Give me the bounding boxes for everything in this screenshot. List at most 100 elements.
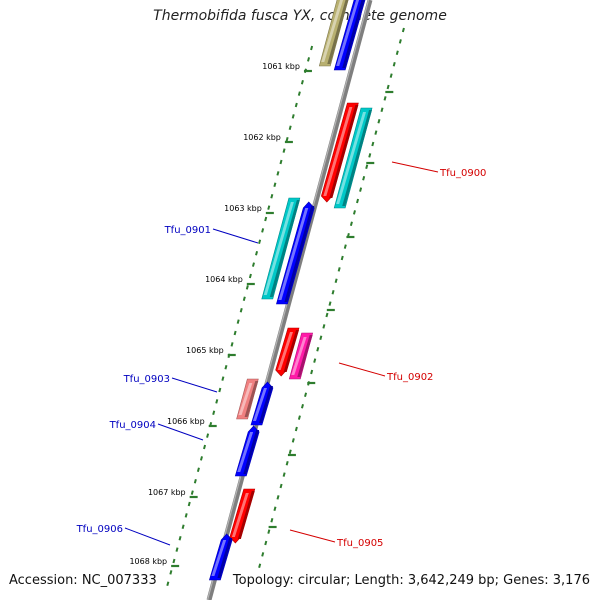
- minor-tick-left: [212, 410, 216, 416]
- minor-tick-right: [380, 107, 384, 113]
- gene-tfu-0904[interactable]: [234, 425, 260, 477]
- minor-tick-right: [276, 495, 280, 500]
- gene-tfu-0903[interactable]: [236, 378, 259, 420]
- minor-tick-left: [282, 148, 286, 153]
- minor-tick-right: [288, 449, 292, 455]
- gene-tfu-0900-a[interactable]: [321, 102, 359, 203]
- minor-tick-right: [319, 335, 323, 341]
- minor-tick-right: [316, 346, 320, 352]
- gene-callout-line: [338, 362, 386, 377]
- minor-tick-right: [300, 403, 304, 409]
- minor-tick-right: [334, 278, 338, 284]
- gene-tfu-0906[interactable]: [208, 533, 233, 581]
- gene-label[interactable]: Tfu_0900: [439, 168, 486, 179]
- minor-tick-left: [236, 319, 240, 324]
- minor-tick-right: [368, 153, 372, 158]
- gene-tfu-0902-a[interactable]: [275, 327, 300, 377]
- gene-label[interactable]: Tfu_0901: [164, 225, 211, 236]
- minor-tick-right: [279, 483, 283, 489]
- minor-tick-left: [206, 433, 210, 438]
- minor-tick-right: [401, 27, 405, 33]
- minor-tick-left: [264, 216, 268, 222]
- minor-tick-left: [175, 547, 179, 552]
- gene-tfu-0902[interactable]: [288, 332, 314, 380]
- gene-label[interactable]: Tfu_0905: [336, 538, 383, 549]
- genome-title: Thermobifida fusca YX, complete genome: [153, 8, 447, 24]
- minor-tick-right: [377, 118, 381, 124]
- minor-tick-right: [352, 210, 356, 215]
- minor-tick-right: [304, 392, 308, 398]
- minor-tick-right: [395, 50, 399, 56]
- gene-label[interactable]: Tfu_0902: [386, 372, 433, 383]
- minor-tick-left: [255, 250, 259, 256]
- gene-label[interactable]: Tfu_0904: [109, 420, 156, 431]
- minor-tick-right: [343, 244, 347, 249]
- minor-tick-left: [294, 102, 298, 108]
- minor-tick-right: [258, 563, 262, 569]
- minor-tick-left: [248, 273, 252, 279]
- gene-callout-line: [171, 377, 218, 393]
- minor-tick-left: [224, 364, 228, 370]
- minor-tick-left: [193, 478, 197, 484]
- minor-tick-right: [392, 61, 396, 67]
- minor-tick-left: [279, 159, 283, 165]
- scale-label: 1068 kbp: [129, 557, 167, 566]
- minor-tick-right: [362, 175, 366, 181]
- minor-tick-left: [300, 79, 304, 85]
- minor-tick-left: [270, 193, 274, 199]
- minor-tick-right: [365, 164, 369, 170]
- minor-tick-left: [218, 387, 222, 393]
- minor-tick-right: [313, 358, 317, 363]
- minor-tick-right: [310, 369, 314, 375]
- gene-tfu-0901[interactable]: [276, 201, 315, 305]
- minor-tick-left: [172, 558, 176, 564]
- minor-tick-right: [349, 221, 353, 227]
- gene-callout-line: [391, 161, 439, 173]
- minor-tick-left: [310, 45, 314, 51]
- gene-label[interactable]: Tfu_0906: [76, 524, 123, 535]
- minor-tick-left: [181, 524, 185, 530]
- gene-callout-line: [289, 529, 336, 543]
- minor-tick-left: [288, 125, 292, 131]
- minor-tick-right: [398, 39, 402, 44]
- minor-tick-left: [261, 228, 265, 233]
- scale-label: 1065 kbp: [186, 346, 224, 355]
- minor-tick-left: [203, 444, 207, 450]
- minor-tick-left: [273, 182, 277, 188]
- minor-tick-left: [187, 501, 191, 507]
- minor-tick-right: [383, 96, 387, 101]
- minor-tick-left: [166, 581, 170, 587]
- minor-tick-right: [359, 187, 363, 192]
- minor-tick-left: [297, 91, 301, 96]
- gene-olive-top[interactable]: [318, 0, 349, 67]
- minor-tick-left: [215, 399, 219, 404]
- minor-tick-right: [267, 529, 271, 534]
- minor-tick-right: [371, 141, 375, 147]
- gene-tfu-0901-a[interactable]: [261, 197, 301, 300]
- scale-label: 1067 kbp: [148, 488, 186, 497]
- minor-tick-left: [178, 535, 182, 541]
- minor-tick-left: [251, 262, 255, 267]
- minor-tick-left: [291, 114, 295, 119]
- minor-tick-right: [294, 426, 298, 432]
- minor-tick-left: [196, 467, 200, 473]
- minor-tick-left: [285, 136, 289, 142]
- gene-tfu-0903-b[interactable]: [250, 381, 274, 426]
- gene-tfu-0900[interactable]: [333, 107, 373, 209]
- minor-tick-right: [325, 312, 329, 318]
- minor-tick-left: [258, 239, 262, 245]
- minor-tick-right: [291, 438, 295, 443]
- gene-callout-line: [157, 423, 204, 441]
- minor-tick-left: [199, 456, 203, 461]
- minor-tick-right: [356, 198, 360, 204]
- gene-callout-line: [212, 228, 259, 244]
- gene-label[interactable]: Tfu_0903: [123, 374, 170, 385]
- genome-summary-text: Topology: circular; Length: 3,642,249 bp…: [232, 573, 590, 588]
- scale-label: 1064 kbp: [205, 275, 243, 284]
- minor-tick-left: [239, 307, 243, 313]
- gene-tfu-0905[interactable]: [229, 488, 256, 544]
- minor-tick-right: [337, 267, 341, 272]
- minor-tick-left: [233, 330, 237, 336]
- gene-blue-top[interactable]: [333, 0, 366, 71]
- minor-tick-left: [276, 171, 280, 176]
